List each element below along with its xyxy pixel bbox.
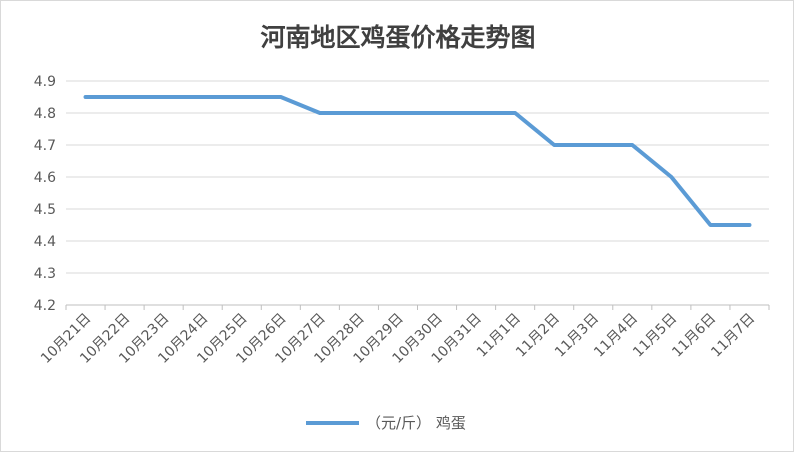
series-layer	[83, 95, 752, 227]
x-axis: 10月21日10月22日10月23日10月24日10月25日10月26日10月2…	[38, 305, 770, 367]
y-tick-label: 4.9	[34, 74, 56, 90]
y-tick-label: 4.7	[34, 138, 56, 154]
y-tick-label: 4.8	[34, 106, 56, 122]
y-tick-label: 4.5	[34, 202, 56, 218]
y-tick-label: 4.4	[34, 234, 56, 250]
chart-title: 河南地区鸡蛋价格走势图	[260, 23, 535, 52]
y-tick-label: 4.6	[34, 170, 56, 186]
y-tick-label: 4.3	[34, 266, 56, 282]
y-axis-ticks: 4.2 4.3 4.4 4.5 4.6 4.7 4.8 4.9	[34, 74, 56, 314]
series-line	[83, 95, 752, 227]
legend[interactable]: （元/斤） 鸡蛋	[306, 414, 466, 432]
gridlines	[66, 80, 769, 306]
x-tick-label: 11月7日	[708, 311, 758, 361]
legend-label: （元/斤） 鸡蛋	[366, 414, 466, 432]
y-tick-label: 4.2	[34, 298, 56, 314]
